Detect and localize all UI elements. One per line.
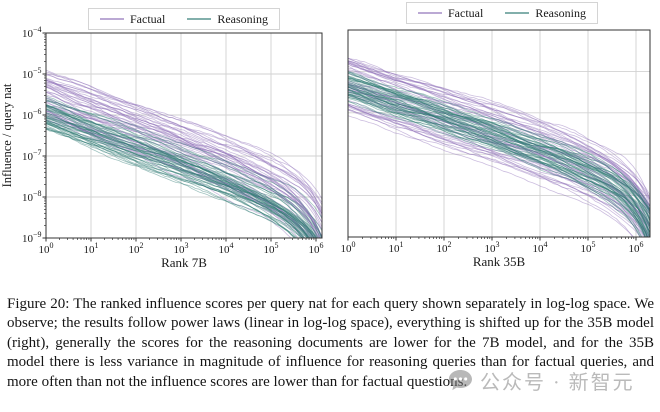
svg-text:101: 101	[389, 240, 404, 255]
svg-text:10−6: 10−6	[22, 107, 42, 122]
svg-text:10−5: 10−5	[22, 66, 42, 81]
svg-text:10−8: 10−8	[22, 189, 42, 204]
legend-label-factual: Factual	[448, 6, 484, 20]
svg-text:104: 104	[219, 241, 234, 256]
legend-entry-reasoning: Reasoning	[505, 6, 586, 20]
figure-caption: Figure 20: The ranked influence scores p…	[7, 296, 654, 390]
svg-text:101: 101	[84, 241, 99, 256]
svg-text:105: 105	[581, 240, 596, 255]
svg-text:10−9: 10−9	[22, 230, 42, 245]
svg-text:105: 105	[264, 241, 279, 256]
legend-entry-reasoning: Reasoning	[187, 12, 268, 26]
y-axis-label: Influence / query nat	[0, 83, 14, 187]
svg-text:100: 100	[39, 241, 54, 256]
legend-entry-factual: Factual	[418, 6, 483, 20]
chart-rank-7b: 100 101 102 103 104 105 106 10−4 10−5 10−6 10−7 10−…	[0, 25, 324, 270]
legend-entry-factual: Factual	[100, 12, 165, 26]
svg-text:102: 102	[129, 241, 144, 256]
legend-7b: Factual Reasoning	[88, 8, 280, 30]
x-axis-label: Rank 35B	[473, 254, 526, 269]
x-axis-label: Rank 7B	[161, 255, 207, 270]
legend-label-factual: Factual	[130, 12, 166, 26]
svg-text:103: 103	[485, 240, 500, 255]
svg-text:102: 102	[437, 240, 452, 255]
svg-text:10−7: 10−7	[22, 148, 42, 163]
svg-text:106: 106	[309, 241, 324, 256]
svg-text:106: 106	[629, 240, 644, 255]
svg-text:104: 104	[533, 240, 548, 255]
chart-rank-35b: 100 101 102 103 104 105 106 Rank 35B	[341, 29, 651, 269]
svg-text:10−4: 10−4	[22, 25, 42, 40]
svg-text:103: 103	[174, 241, 189, 256]
factual-line-swatch	[100, 18, 124, 20]
legend-label-reasoning: Reasoning	[217, 12, 268, 26]
reasoning-line-swatch	[505, 12, 530, 14]
reasoning-line-swatch	[187, 18, 212, 20]
legend-35b: Factual Reasoning	[406, 2, 598, 24]
legend-label-reasoning: Reasoning	[535, 6, 586, 20]
factual-line-swatch	[418, 12, 442, 14]
svg-text:100: 100	[341, 240, 356, 255]
